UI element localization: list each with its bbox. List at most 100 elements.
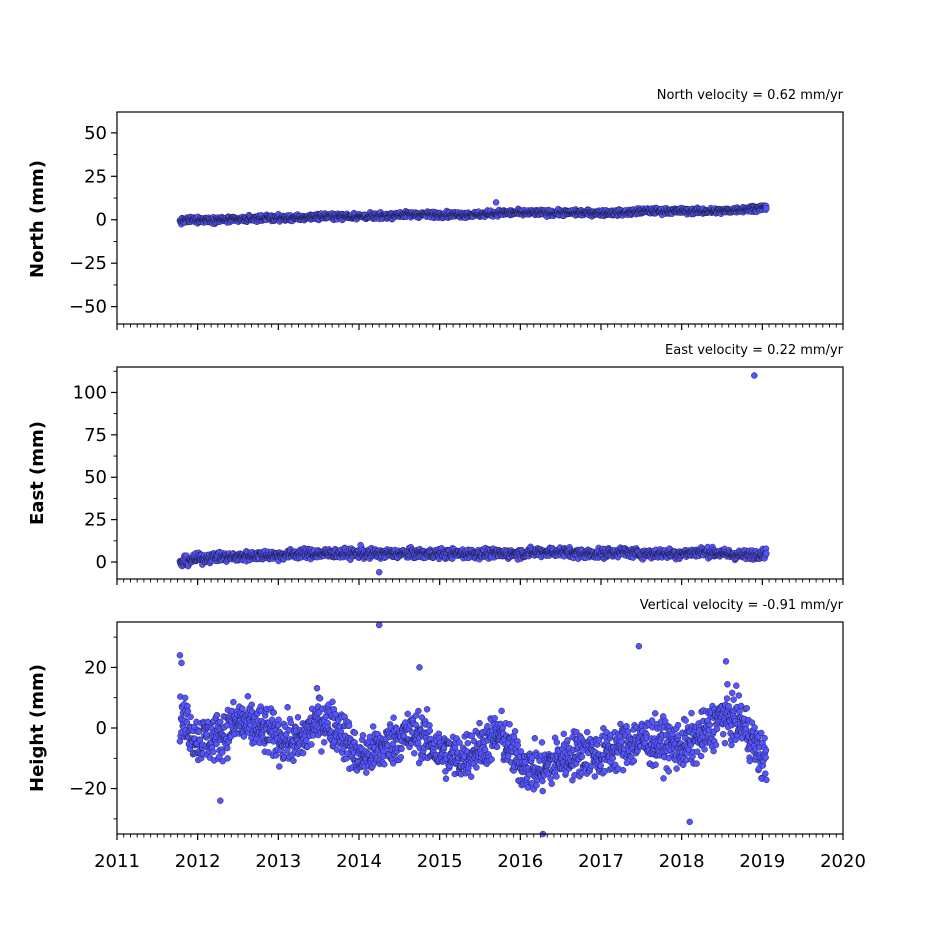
east-panel-title: East velocity = 0.22 mm/yr bbox=[665, 343, 844, 358]
height-data-point bbox=[464, 739, 472, 747]
north-y-tick-label: 50 bbox=[84, 123, 107, 144]
east-plot-frame bbox=[116, 366, 844, 580]
height-data-point bbox=[578, 753, 586, 760]
height-data-point bbox=[415, 707, 422, 715]
height-data-point bbox=[493, 743, 501, 751]
height-x-tick-label: 2020 bbox=[820, 851, 866, 872]
north-data-point bbox=[763, 205, 770, 212]
east-outlier-point bbox=[751, 372, 758, 379]
height-data-point bbox=[442, 775, 450, 782]
height-data-point bbox=[491, 714, 498, 722]
height-data-point bbox=[553, 773, 560, 780]
height-data-point bbox=[553, 739, 561, 746]
north-panel-title: North velocity = 0.62 mm/yr bbox=[657, 88, 844, 103]
height-data-point bbox=[404, 710, 411, 718]
height-y-tick-label: 20 bbox=[84, 657, 107, 678]
height-data-point bbox=[390, 714, 397, 721]
height-data-point bbox=[213, 711, 221, 719]
east-y-tick-label: 0 bbox=[96, 552, 107, 573]
height-data-point bbox=[533, 782, 540, 789]
height-y-tick-label: 0 bbox=[96, 718, 107, 739]
height-data-point bbox=[184, 707, 192, 715]
height-data-point bbox=[467, 773, 475, 780]
height-x-tick-label: 2012 bbox=[175, 851, 221, 872]
height-data-point bbox=[230, 698, 237, 706]
east-data-points bbox=[176, 372, 770, 576]
height-data-point bbox=[308, 741, 315, 748]
height-data-point bbox=[426, 722, 433, 729]
east-outlier-point bbox=[357, 541, 364, 549]
height-data-point bbox=[411, 750, 418, 757]
height-data-point bbox=[313, 684, 321, 692]
height-data-point bbox=[284, 703, 291, 711]
height-data-point bbox=[240, 733, 248, 740]
north-panel: North velocity = 0.62 mm/yr North (mm) 5… bbox=[27, 88, 844, 330]
height-data-point bbox=[210, 748, 217, 756]
height-data-point bbox=[290, 757, 297, 765]
height-x-tick-label: 2018 bbox=[659, 851, 705, 872]
height-data-point bbox=[333, 746, 341, 753]
height-data-points bbox=[176, 621, 770, 838]
height-data-point bbox=[564, 737, 571, 744]
height-data-point bbox=[176, 738, 184, 745]
height-data-point bbox=[299, 749, 307, 757]
height-data-point bbox=[531, 734, 539, 742]
east-y-tick-label: 50 bbox=[84, 467, 107, 488]
height-panel: Vertical velocity = -0.91 mm/yr Height (… bbox=[27, 598, 866, 872]
height-data-point bbox=[514, 742, 522, 749]
height-data-point bbox=[456, 739, 463, 746]
height-data-point bbox=[488, 756, 495, 763]
east-panel: East velocity = 0.22 mm/yr East (mm) 100… bbox=[27, 343, 844, 585]
height-data-point bbox=[473, 764, 480, 771]
height-data-point bbox=[506, 721, 513, 728]
height-x-tick-label: 2019 bbox=[739, 851, 785, 872]
height-data-point bbox=[359, 732, 367, 739]
height-x-tick-label: 2016 bbox=[497, 851, 543, 872]
height-data-point bbox=[583, 728, 591, 736]
height-y-tick-label: −20 bbox=[69, 779, 107, 800]
height-data-point bbox=[397, 753, 405, 761]
height-data-point bbox=[547, 775, 554, 782]
east-y-tick-label: 100 bbox=[73, 382, 107, 403]
height-data-point bbox=[363, 769, 370, 776]
height-x-tick-label: 2013 bbox=[255, 851, 301, 872]
north-y-axis-label: North (mm) bbox=[27, 160, 48, 278]
height-data-point bbox=[270, 709, 278, 716]
height-data-point bbox=[187, 713, 194, 721]
height-x-tick-label: 2011 bbox=[94, 851, 140, 872]
height-data-point bbox=[345, 722, 353, 730]
height-data-point bbox=[398, 745, 405, 753]
height-data-point bbox=[275, 716, 282, 724]
east-y-axis-label: East (mm) bbox=[27, 421, 48, 525]
height-y-axis-label: Height (mm) bbox=[27, 664, 48, 792]
north-y-tick-label: 0 bbox=[96, 210, 107, 231]
height-data-point bbox=[244, 693, 252, 700]
height-data-point bbox=[316, 695, 324, 702]
height-data-point bbox=[548, 780, 555, 788]
height-data-point bbox=[369, 723, 377, 730]
east-outlier-point bbox=[375, 568, 383, 576]
height-data-point bbox=[381, 761, 388, 768]
height-data-point bbox=[539, 787, 546, 795]
north-outlier-point bbox=[492, 199, 500, 206]
height-data-point bbox=[294, 714, 302, 721]
height-x-tick-label: 2017 bbox=[578, 851, 624, 872]
height-data-point bbox=[239, 705, 246, 712]
height-data-point bbox=[248, 701, 255, 709]
height-data-point bbox=[539, 777, 546, 785]
east-y-tick-label: 25 bbox=[84, 510, 107, 531]
height-data-point bbox=[560, 730, 568, 738]
height-data-point bbox=[320, 739, 328, 746]
height-x-tick-label: 2015 bbox=[417, 851, 463, 872]
east-data-point bbox=[763, 550, 770, 557]
height-data-point bbox=[181, 694, 189, 702]
height-data-point bbox=[511, 728, 519, 735]
height-data-point bbox=[223, 744, 231, 752]
height-data-point bbox=[538, 739, 546, 746]
height-data-point bbox=[476, 719, 483, 727]
height-data-point bbox=[351, 729, 359, 737]
height-data-point bbox=[203, 730, 211, 738]
height-data-point bbox=[284, 747, 291, 754]
